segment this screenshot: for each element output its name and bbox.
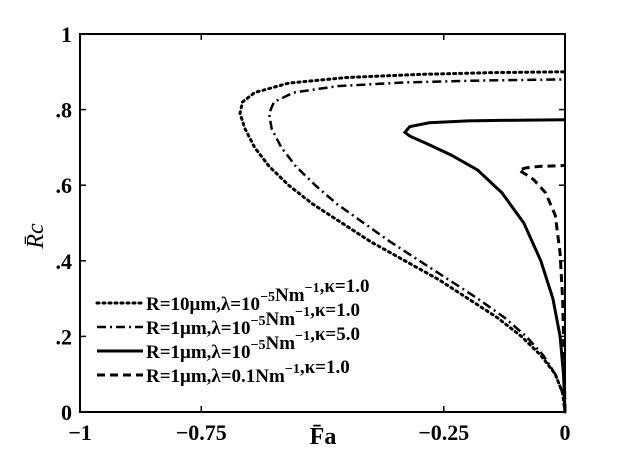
y-axis-label: R̄c [23, 223, 49, 250]
series-lines [238, 70, 567, 414]
y-tick-label: .8 [56, 98, 73, 123]
legend-label-2: R=1μm,λ=10−5Nm−1,κ=1.0 [146, 300, 360, 339]
legend-label-1: R=10μm,λ=10−5Nm−1,κ=1.0 [146, 276, 369, 315]
legend-label-4: R=1μm,λ=0.1Nm−1,κ=1.0 [146, 357, 350, 387]
legend: R=10μm,λ=10−5Nm−1,κ=1.0R=1μm,λ=10−5Nm−1,… [95, 276, 369, 387]
x-tick-labels: −1 −0.75 −0.25 0 [68, 420, 570, 445]
x-tick-label: −1 [68, 420, 92, 445]
x-tick-label: 0 [560, 420, 571, 445]
y-tick-label: .6 [56, 173, 73, 198]
plot-area-frame [79, 33, 566, 413]
x-axis-label: F̄a [310, 424, 337, 450]
y-tick-label: .2 [56, 324, 73, 349]
y-tick-label: 1 [61, 22, 72, 47]
x-tick-label: −0.25 [418, 420, 469, 445]
y-tick-label: 0 [61, 400, 72, 425]
series-line-1 [238, 70, 567, 414]
series-line-2 [267, 78, 567, 413]
series-line-4 [515, 164, 567, 413]
legend-label-3: R=1μm,λ=10−5Nm−1,κ=5.0 [146, 324, 360, 363]
x-tick-label: −0.75 [176, 420, 227, 445]
y-tick-label: .4 [56, 249, 73, 274]
series-line-3 [402, 118, 567, 413]
y-tick-labels: 0 .2 .4 .6 .8 1 [56, 22, 73, 425]
